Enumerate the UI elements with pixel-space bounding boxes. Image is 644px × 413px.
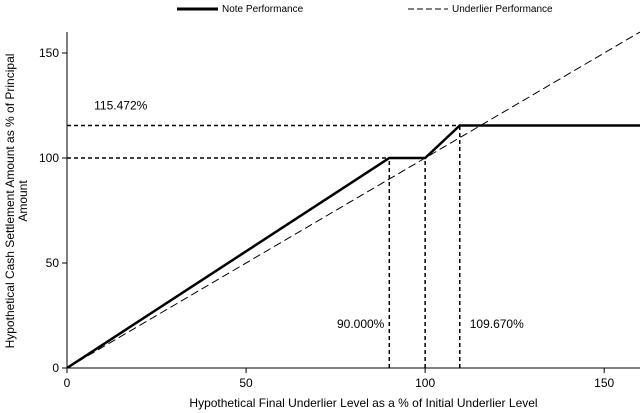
axes: 0 50 100 150 0 50 100 150 <box>39 32 640 390</box>
annotation-2: 109.670% <box>470 317 524 331</box>
plot-area <box>67 31 640 368</box>
x-tick-label-1: 50 <box>239 376 253 390</box>
y-axis-title: Hypothetical Cash Settlement Amount as %… <box>3 54 30 349</box>
legend-label-0: Note Performance <box>222 4 304 15</box>
series-line-0 <box>67 124 640 368</box>
annotation-1: 90.000% <box>337 317 385 331</box>
y-axis-title-line-1: Amount <box>16 180 30 222</box>
x-tick-label-2: 100 <box>415 376 435 390</box>
y-tick-label-0: 0 <box>52 361 59 375</box>
x-axis-title: Hypothetical Final Underlier Level as a … <box>189 396 537 410</box>
legend: Note Performance Underlier Performance <box>177 4 553 15</box>
annotation-0: 115.472% <box>94 99 147 113</box>
y-tick-label-1: 50 <box>46 256 60 270</box>
series-line-1 <box>67 31 640 368</box>
x-tick-label-3: 150 <box>594 376 614 390</box>
y-axis-title-line-0: Hypothetical Cash Settlement Amount as %… <box>3 54 17 349</box>
y-tick-label-2: 100 <box>39 151 59 165</box>
legend-label-1: Underlier Performance <box>452 4 553 15</box>
y-tick-label-3: 150 <box>39 46 59 60</box>
x-tick-label-0: 0 <box>64 376 71 390</box>
